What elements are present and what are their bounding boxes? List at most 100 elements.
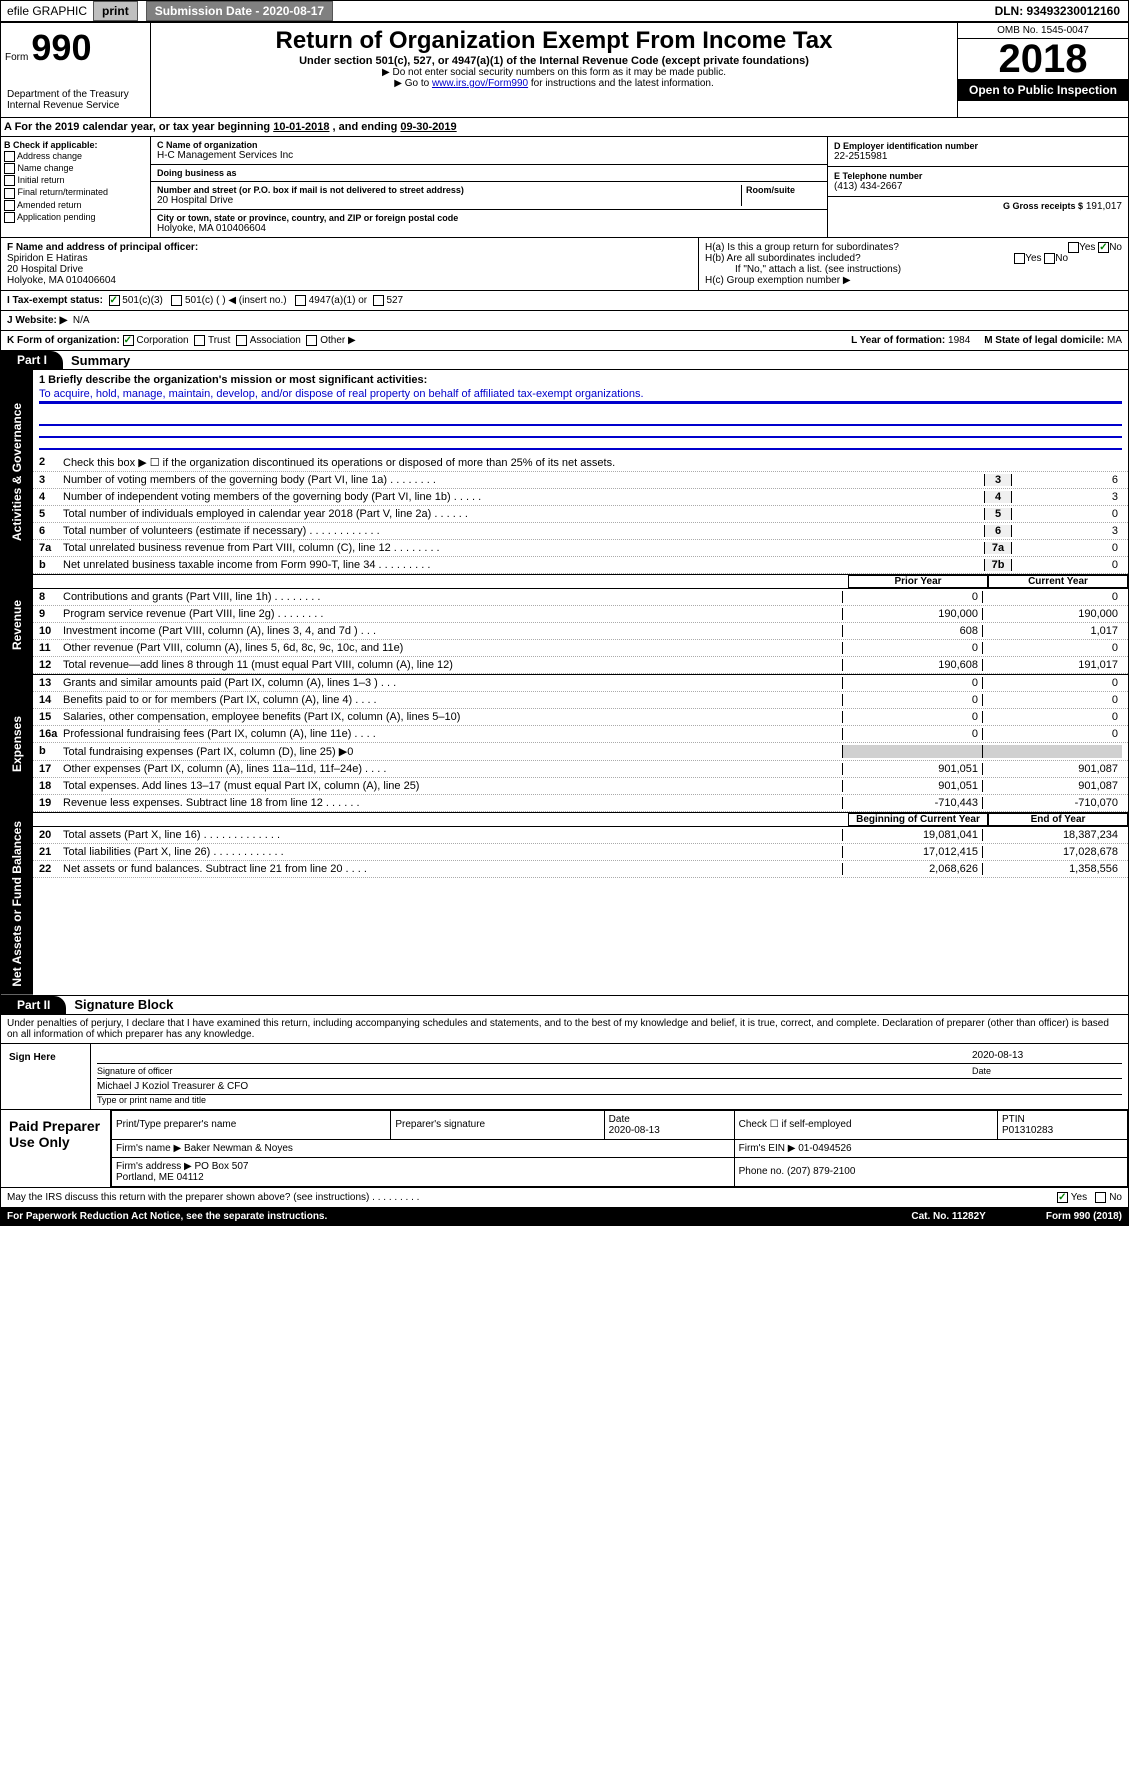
summary-line: 18Total expenses. Add lines 13–17 (must … <box>33 778 1128 795</box>
gross-receipts: 191,017 <box>1086 201 1122 212</box>
discuss-row: May the IRS discuss this return with the… <box>0 1188 1129 1208</box>
preparer-block: Paid Preparer Use Only Print/Type prepar… <box>1 1109 1128 1187</box>
firm-phone: (207) 879-2100 <box>787 1166 855 1177</box>
footer: For Paperwork Reduction Act Notice, see … <box>0 1208 1129 1226</box>
signature-block: Under penalties of perjury, I declare th… <box>0 1015 1129 1188</box>
form990-link[interactable]: www.irs.gov/Form990 <box>432 78 528 89</box>
other-checkbox[interactable] <box>306 335 317 346</box>
summary-expenses: Expenses 13Grants and similar amounts pa… <box>0 675 1129 813</box>
summary-line: 22Net assets or fund balances. Subtract … <box>33 861 1128 878</box>
net-side-label: Net Assets or Fund Balances <box>1 813 33 995</box>
box-f: F Name and address of principal officer:… <box>1 238 698 290</box>
summary-line: 13Grants and similar amounts paid (Part … <box>33 675 1128 692</box>
telephone: (413) 434-2667 <box>834 181 1122 192</box>
form-header: Form 990 Department of the Treasury Inte… <box>0 22 1129 118</box>
discuss-no-checkbox[interactable] <box>1095 1192 1106 1203</box>
sign-here-label: Sign Here <box>1 1044 91 1109</box>
527-checkbox[interactable] <box>373 295 384 306</box>
corp-checkbox[interactable] <box>123 335 134 346</box>
officer-name-title: Michael J Koziol Treasurer & CFO <box>97 1081 248 1092</box>
print-button[interactable]: print <box>93 1 138 21</box>
period-end: 09-30-2019 <box>400 121 456 133</box>
org-name: H-C Management Services Inc <box>157 150 821 161</box>
summary-line: bNet unrelated business taxable income f… <box>33 557 1128 574</box>
paid-preparer-label: Paid Preparer Use Only <box>1 1110 111 1187</box>
period-begin: 10-01-2018 <box>273 121 329 133</box>
summary-line: 14Benefits paid to or for members (Part … <box>33 692 1128 709</box>
year-formation: 1984 <box>948 335 970 346</box>
summary-line: 16aProfessional fundraising fees (Part I… <box>33 726 1128 743</box>
form-title: Return of Organization Exempt From Incom… <box>155 27 953 55</box>
prep-date: 2020-08-13 <box>609 1125 660 1136</box>
boxb-option[interactable]: Initial return <box>4 175 147 186</box>
summary-line: 17Other expenses (Part IX, column (A), l… <box>33 761 1128 778</box>
ha-yes-checkbox[interactable] <box>1068 242 1079 253</box>
form-id-cell: Form 990 Department of the Treasury Inte… <box>1 23 151 117</box>
box-d-e-g: D Employer identification number 22-2515… <box>828 137 1128 237</box>
ein: 22-2515981 <box>834 151 1122 162</box>
submission-date-button[interactable]: Submission Date - 2020-08-17 <box>146 1 333 21</box>
sign-date: 2020-08-13 <box>972 1050 1122 1061</box>
website: N/A <box>73 315 90 326</box>
rev-side-label: Revenue <box>1 575 33 674</box>
501c3-checkbox[interactable] <box>109 295 120 306</box>
summary-line: bTotal fundraising expenses (Part IX, co… <box>33 743 1128 761</box>
entity-grid: B Check if applicable: Address change Na… <box>0 137 1129 238</box>
box-b: B Check if applicable: Address change Na… <box>1 137 151 237</box>
trust-checkbox[interactable] <box>194 335 205 346</box>
assoc-checkbox[interactable] <box>236 335 247 346</box>
firm-name: Baker Newman & Noyes <box>184 1143 293 1154</box>
discuss-yes-checkbox[interactable] <box>1057 1192 1068 1203</box>
open-inspection: Open to Public Inspection <box>958 79 1128 101</box>
box-i: I Tax-exempt status: 501(c)(3) 501(c) ( … <box>0 291 1129 311</box>
summary-line: 20Total assets (Part X, line 16) . . . .… <box>33 827 1128 844</box>
box-c: C Name of organization H-C Management Se… <box>151 137 828 237</box>
box-h: H(a) Is this a group return for subordin… <box>698 238 1128 290</box>
summary-line: 7aTotal unrelated business revenue from … <box>33 540 1128 557</box>
efile-label: efile GRAPHIC <box>1 4 93 18</box>
city-state-zip: Holyoke, MA 010406604 <box>157 223 821 234</box>
dept-label: Department of the Treasury Internal Reve… <box>5 87 146 113</box>
summary-line: 5Total number of individuals employed in… <box>33 506 1128 523</box>
box-f-h: F Name and address of principal officer:… <box>0 238 1129 291</box>
summary-line: 19Revenue less expenses. Subtract line 1… <box>33 795 1128 812</box>
part2-header: Part II Signature Block <box>0 996 1129 1015</box>
summary-line: 11Other revenue (Part VIII, column (A), … <box>33 640 1128 657</box>
summary-line: 4Number of independent voting members of… <box>33 489 1128 506</box>
summary-line: 15Salaries, other compensation, employee… <box>33 709 1128 726</box>
summary-line: 9Program service revenue (Part VIII, lin… <box>33 606 1128 623</box>
topbar: efile GRAPHIC print Submission Date - 20… <box>0 0 1129 22</box>
boxb-option[interactable]: Amended return <box>4 200 147 211</box>
summary-line: 8Contributions and grants (Part VIII, li… <box>33 589 1128 606</box>
tax-year: 2018 <box>958 39 1128 79</box>
ha-no-checkbox[interactable] <box>1098 242 1109 253</box>
perjury-text: Under penalties of perjury, I declare th… <box>1 1015 1128 1044</box>
exp-side-label: Expenses <box>1 675 33 812</box>
box-klm: K Form of organization: Corporation Trus… <box>0 331 1129 351</box>
firm-ein: 01-0494526 <box>798 1143 851 1154</box>
box-j: J Website: ▶ N/A <box>0 311 1129 331</box>
part1-header: Part I Summary <box>0 351 1129 370</box>
summary-revenue: Revenue Prior Year Current Year 8Contrib… <box>0 575 1129 675</box>
summary-line: 21Total liabilities (Part X, line 26) . … <box>33 844 1128 861</box>
4947-checkbox[interactable] <box>295 295 306 306</box>
period-row: A For the 2019 calendar year, or tax yea… <box>0 118 1129 137</box>
street-address: 20 Hospital Drive <box>157 195 741 206</box>
mission-text: To acquire, hold, manage, maintain, deve… <box>39 388 1122 404</box>
ptin: P01310283 <box>1002 1125 1053 1136</box>
boxb-option[interactable]: Address change <box>4 151 147 162</box>
year-cell: OMB No. 1545-0047 2018 Open to Public In… <box>958 23 1128 117</box>
hb-no-checkbox[interactable] <box>1044 253 1055 264</box>
gov-side-label: Activities & Governance <box>1 370 33 574</box>
summary-line: 3Number of voting members of the governi… <box>33 472 1128 489</box>
501c-checkbox[interactable] <box>171 295 182 306</box>
boxb-option[interactable]: Name change <box>4 163 147 174</box>
summary-line: 6Total number of volunteers (estimate if… <box>33 523 1128 540</box>
summary-line: 12Total revenue—add lines 8 through 11 (… <box>33 657 1128 674</box>
boxb-option[interactable]: Application pending <box>4 212 147 223</box>
boxb-option[interactable]: Final return/terminated <box>4 187 147 198</box>
state-domicile: MA <box>1107 335 1122 346</box>
note1: ▶ Do not enter social security numbers o… <box>155 67 953 78</box>
hb-yes-checkbox[interactable] <box>1014 253 1025 264</box>
note2: ▶ Go to www.irs.gov/Form990 for instruct… <box>155 78 953 89</box>
